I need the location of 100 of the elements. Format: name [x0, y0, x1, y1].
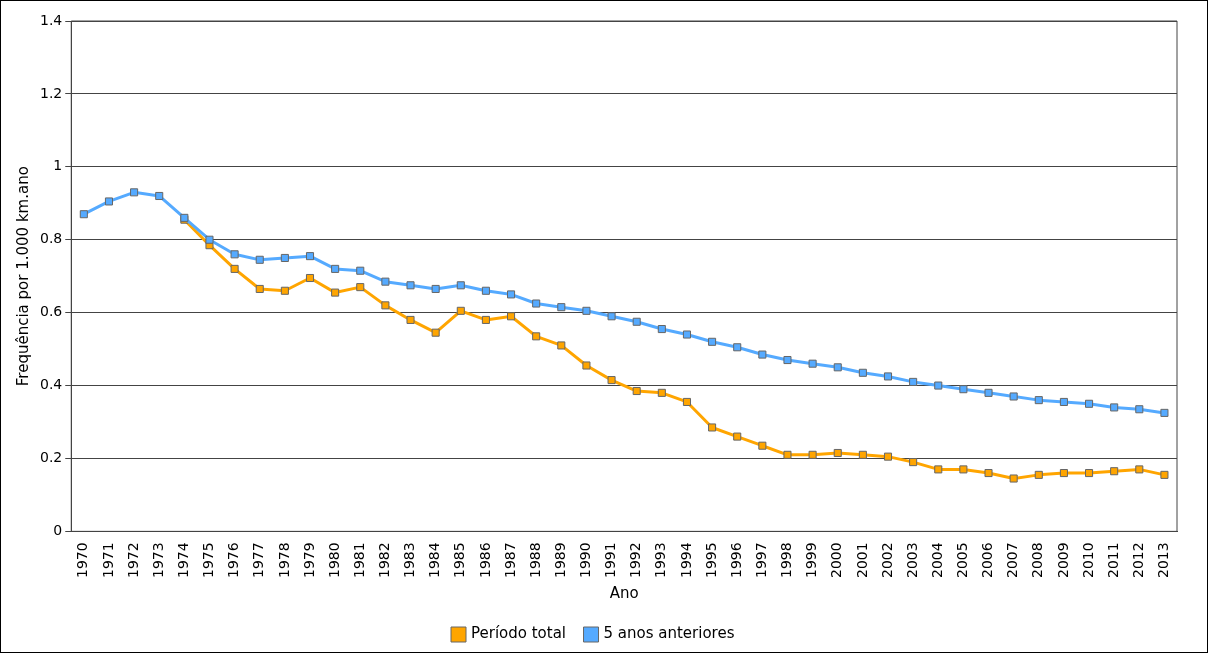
- point: [733, 432, 742, 441]
- point: [1034, 470, 1043, 479]
- y-tick-label: 0: [53, 522, 63, 539]
- point: [280, 286, 289, 295]
- point: [406, 315, 415, 324]
- x-tick-label: 2001: [853, 542, 870, 579]
- point: [758, 350, 767, 359]
- point: [305, 273, 315, 283]
- x-tick-label: 1974: [174, 542, 191, 579]
- y-axis-title: Frequência por 1.000 km.ano: [13, 166, 32, 387]
- point: [909, 377, 918, 386]
- point: [733, 343, 742, 352]
- x-tick-label: 1976: [225, 542, 242, 579]
- x-tick-label: 1982: [376, 542, 393, 579]
- point: [456, 281, 465, 290]
- point: [1160, 408, 1169, 417]
- x-tick-label: 1978: [275, 542, 292, 579]
- point: [858, 368, 867, 377]
- point: [934, 381, 943, 390]
- point: [1110, 403, 1119, 412]
- x-tick-label: 1996: [727, 542, 744, 579]
- point: [381, 301, 390, 310]
- point: [959, 385, 968, 394]
- x-tick-label: 1979: [300, 542, 317, 579]
- x-tick-label: 1984: [426, 542, 443, 579]
- point: [783, 356, 792, 365]
- point: [1085, 399, 1094, 408]
- legend-label: 5 anos anteriores: [603, 624, 735, 643]
- point: [481, 315, 490, 324]
- point: [1160, 470, 1169, 479]
- point: [1009, 392, 1018, 401]
- x-tick-label: 1991: [602, 542, 619, 579]
- point: [783, 450, 792, 459]
- x-tick-label: 2013: [1155, 542, 1172, 579]
- x-tick-label: 1988: [526, 542, 543, 579]
- x-tick-label: 2009: [1054, 542, 1071, 579]
- point: [1135, 465, 1144, 474]
- y-tick-label: 0.4: [40, 376, 63, 393]
- point: [1059, 469, 1068, 478]
- point: [356, 283, 365, 292]
- point: [883, 372, 893, 381]
- point: [456, 306, 465, 315]
- point: [532, 332, 541, 341]
- x-axis-title: Ano: [609, 583, 639, 602]
- x-tick-label: 1971: [99, 542, 116, 579]
- point: [255, 284, 264, 293]
- point: [758, 441, 767, 450]
- point: [507, 312, 516, 321]
- y-tick-label: 1: [53, 157, 63, 174]
- point: [104, 197, 113, 206]
- point: [582, 306, 591, 315]
- point: [657, 388, 666, 397]
- point: [934, 465, 943, 474]
- point: [130, 188, 139, 197]
- x-tick-label: 1972: [124, 542, 141, 579]
- point: [79, 210, 88, 219]
- point: [1059, 397, 1068, 406]
- point: [1034, 396, 1043, 405]
- point: [230, 250, 239, 259]
- x-tick-label: 1975: [200, 542, 217, 579]
- x-tick-label: 1992: [627, 542, 644, 579]
- point: [1009, 474, 1018, 483]
- x-tick-label: 1983: [401, 542, 418, 579]
- legend-label: Período total: [471, 624, 567, 643]
- point: [431, 328, 440, 337]
- x-tick-label: 1985: [451, 542, 468, 579]
- x-tick-label: 1994: [677, 542, 694, 579]
- point: [305, 252, 315, 261]
- point: [984, 388, 993, 397]
- x-tick-label: 1973: [149, 542, 166, 579]
- point: [557, 303, 566, 312]
- x-tick-label: 1980: [325, 542, 342, 579]
- point: [632, 317, 641, 326]
- point: [858, 450, 867, 459]
- point: [808, 450, 817, 459]
- x-tick-label: 2010: [1079, 542, 1096, 579]
- point: [682, 397, 691, 406]
- point: [632, 386, 641, 396]
- x-tick-label: 1997: [752, 542, 769, 579]
- point: [1110, 467, 1119, 476]
- point: [331, 288, 340, 297]
- x-tick-label: 2007: [1004, 542, 1021, 579]
- point: [833, 363, 842, 372]
- point: [431, 284, 440, 293]
- point: [1085, 469, 1094, 478]
- point: [557, 341, 566, 350]
- x-tick-label: 1989: [551, 542, 568, 579]
- x-tick-label: 2008: [1029, 542, 1046, 579]
- y-tick-label: 0.6: [40, 303, 63, 320]
- x-tick-label: 2012: [1129, 542, 1146, 579]
- y-tick-label: 0.8: [40, 230, 63, 247]
- point: [205, 235, 214, 244]
- x-tick-label: 1986: [476, 542, 493, 579]
- point: [657, 325, 666, 334]
- x-tick-label: 1981: [350, 542, 367, 579]
- x-tick-label: 1987: [501, 542, 518, 579]
- x-tick-label: 1970: [74, 542, 91, 579]
- point: [532, 299, 541, 308]
- point: [833, 448, 842, 458]
- point: [708, 423, 717, 432]
